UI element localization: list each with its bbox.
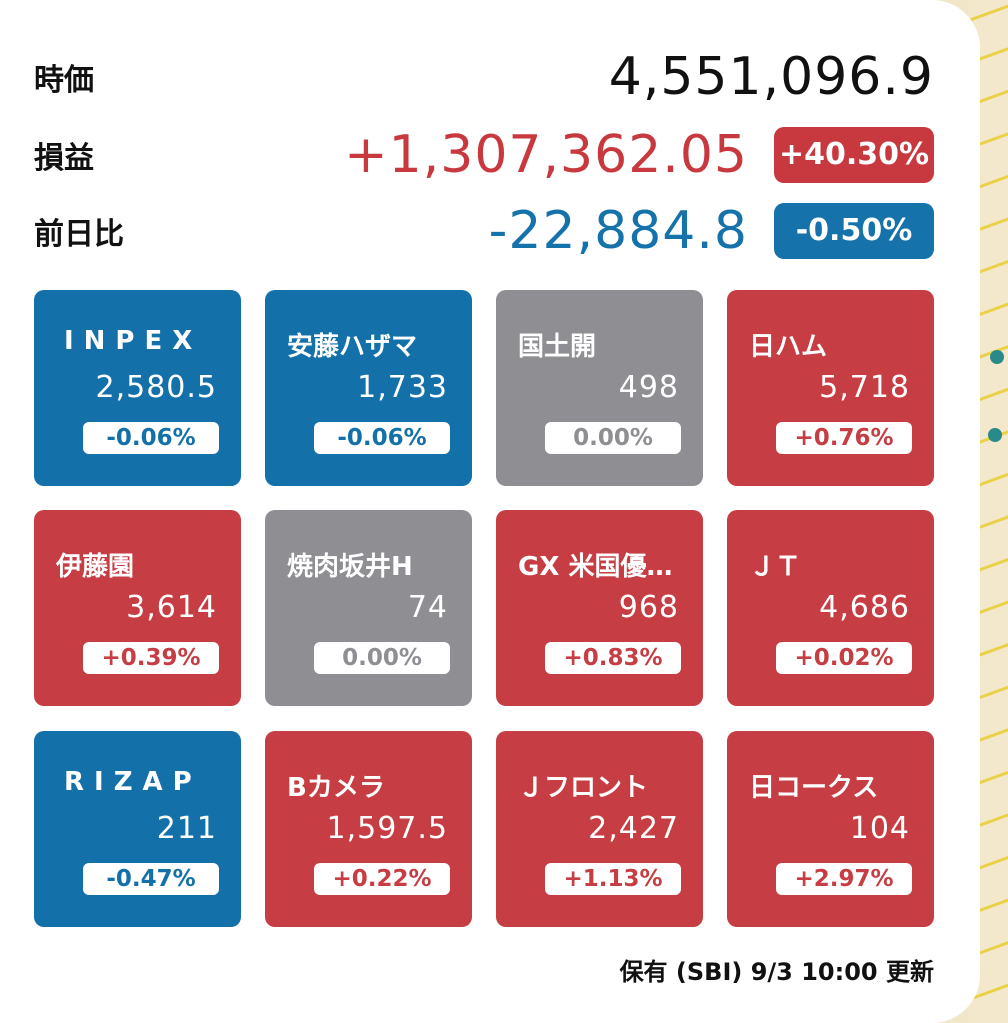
holding-name: 焼肉坂井H <box>287 552 413 582</box>
holding-change-badge: +1.13% <box>545 863 681 895</box>
profit-row: 損益 +1,307,362.05 +40.30% <box>34 120 934 190</box>
holding-price: 74 <box>407 590 448 625</box>
holding-name: Bカメラ <box>287 773 385 803</box>
holding-change-badge: 0.00% <box>545 422 681 454</box>
market-value-label: 時価 <box>34 63 94 98</box>
profit-value: +1,307,362.05 <box>344 125 748 185</box>
holding-tile[interactable]: RIZAP 211 -0.47% <box>34 731 241 927</box>
holding-tile[interactable]: 焼肉坂井H 74 0.00% <box>265 510 472 706</box>
day-change-row: 前日比 -22,884.8 -0.50% <box>34 196 934 266</box>
holding-name: INPEX <box>64 326 203 356</box>
market-value-row: 時価 4,551,096.9 <box>34 42 934 112</box>
holding-price: 1,733 <box>357 370 448 405</box>
holding-price: 498 <box>618 370 679 405</box>
holding-tile[interactable]: 伊藤園 3,614 +0.39% <box>34 510 241 706</box>
holding-change-badge: +0.83% <box>545 642 681 674</box>
holding-price: 1,597.5 <box>326 811 448 846</box>
wallpaper-dot <box>988 428 1002 442</box>
day-change-pct-badge: -0.50% <box>774 203 934 259</box>
holding-name: ＪＴ <box>749 552 802 582</box>
holding-name: 日ハム <box>749 332 828 362</box>
holding-tile[interactable]: GX 米国優… 968 +0.83% <box>496 510 703 706</box>
holding-tile[interactable]: 日ハム 5,718 +0.76% <box>727 290 934 486</box>
holding-name: 安藤ハザマ <box>287 332 418 362</box>
market-value: 4,551,096.9 <box>608 47 934 107</box>
holding-name: RIZAP <box>64 767 202 797</box>
holding-change-badge: -0.06% <box>314 422 450 454</box>
day-change-label: 前日比 <box>34 217 124 252</box>
holding-change-badge: 0.00% <box>314 642 450 674</box>
holding-change-badge: +0.02% <box>776 642 912 674</box>
holding-name: 国土開 <box>518 332 597 362</box>
holding-price: 211 <box>156 811 217 846</box>
holding-name: GX 米国優… <box>518 552 673 582</box>
holding-tile[interactable]: Bカメラ 1,597.5 +0.22% <box>265 731 472 927</box>
holding-price: 968 <box>618 590 679 625</box>
holding-tile[interactable]: 安藤ハザマ 1,733 -0.06% <box>265 290 472 486</box>
holding-change-badge: +0.22% <box>314 863 450 895</box>
holding-price: 2,580.5 <box>95 370 217 405</box>
holding-price: 4,686 <box>819 590 910 625</box>
holding-name: 日コークス <box>749 773 879 803</box>
profit-pct-badge: +40.30% <box>774 127 934 183</box>
holding-price: 5,718 <box>819 370 910 405</box>
holding-change-badge: -0.47% <box>83 863 219 895</box>
holding-tile[interactable]: 日コークス 104 +2.97% <box>727 731 934 927</box>
holding-change-badge: +0.76% <box>776 422 912 454</box>
holding-name: 伊藤園 <box>56 552 135 582</box>
holding-name: Ｊフロント <box>518 773 649 803</box>
day-change-value: -22,884.8 <box>488 201 748 261</box>
holding-change-badge: +0.39% <box>83 642 219 674</box>
holding-change-badge: +2.97% <box>776 863 912 895</box>
last-updated-text: 保有 (SBI) 9/3 10:00 更新 <box>619 958 934 986</box>
holding-price: 104 <box>849 811 910 846</box>
portfolio-widget[interactable]: 時価 4,551,096.9 損益 +1,307,362.05 +40.30% … <box>0 0 980 1023</box>
holding-price: 2,427 <box>588 811 679 846</box>
holding-tile[interactable]: INPEX 2,580.5 -0.06% <box>34 290 241 486</box>
wallpaper-dot <box>990 350 1004 364</box>
profit-label: 損益 <box>34 141 94 176</box>
holding-change-badge: -0.06% <box>83 422 219 454</box>
holding-tile[interactable]: ＪＴ 4,686 +0.02% <box>727 510 934 706</box>
holding-tile[interactable]: 国土開 498 0.00% <box>496 290 703 486</box>
holding-price: 3,614 <box>126 590 217 625</box>
holding-tile[interactable]: Ｊフロント 2,427 +1.13% <box>496 731 703 927</box>
